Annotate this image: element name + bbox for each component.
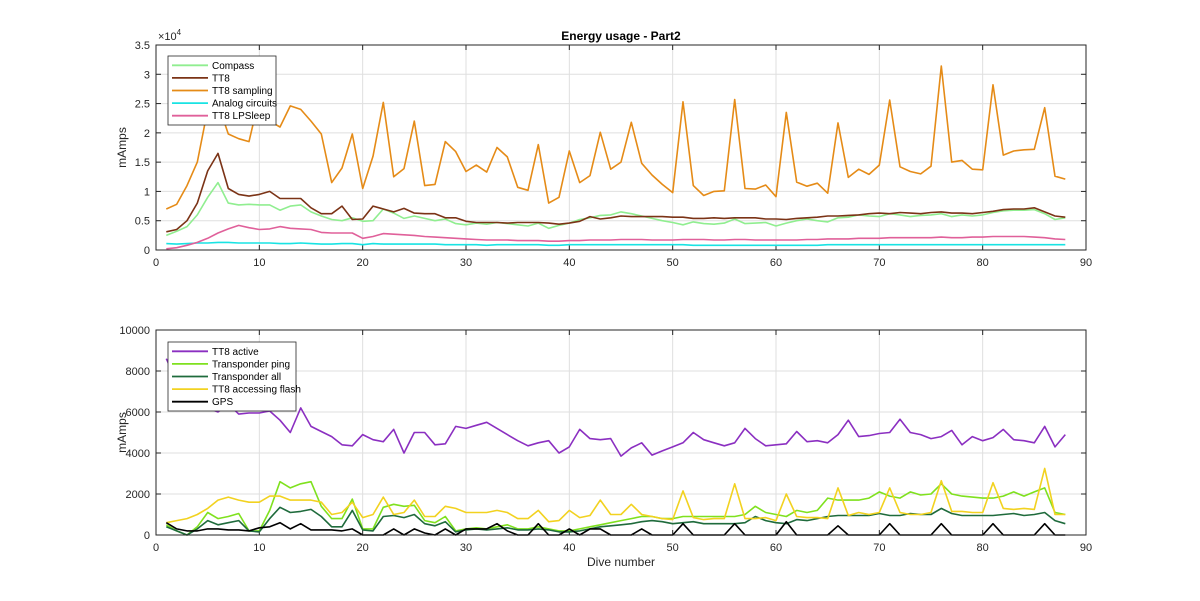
y-tick-label: 0.5 bbox=[135, 216, 150, 228]
y-tick-label: 8000 bbox=[126, 366, 150, 378]
series-line-transponder-ping bbox=[165, 480, 1066, 536]
x-tick-label: 10 bbox=[253, 542, 265, 554]
y-axis-label: mAmps bbox=[115, 127, 129, 168]
y-tick-label: 2000 bbox=[126, 489, 150, 501]
y-tick-label: 6000 bbox=[126, 407, 150, 419]
legend-entry: TT8 accessing flash bbox=[212, 385, 301, 396]
x-tick-label: 30 bbox=[460, 542, 472, 554]
y-tick-label: 0 bbox=[144, 530, 150, 542]
x-tick-label: 80 bbox=[977, 542, 989, 554]
bottom-subplot: 0 10 20 30 40 50 60 70 80 90 0 2000 4000 6000 8000 1000… bbox=[115, 325, 1092, 569]
y-tick-label: 3.5 bbox=[135, 40, 150, 52]
series-line-tt8-accessing-flash bbox=[166, 467, 1066, 524]
top-subplot: 0 10 20 30 40 50 60 70 80 90 0 0.5 1 1.5 2 2.5 3 3.5 mAmps… bbox=[115, 28, 1092, 269]
x-tick-label: 0 bbox=[153, 542, 159, 554]
series-line-tt8-sampling bbox=[165, 65, 1066, 210]
x-tick-label: 70 bbox=[873, 542, 885, 554]
x-tick-label: 60 bbox=[770, 257, 782, 269]
y-tick-label: 10000 bbox=[119, 325, 150, 337]
series-line-tt8-lpsleep bbox=[166, 224, 1066, 250]
legend-entry: Transponder ping bbox=[212, 359, 290, 370]
legend-entry: TT8 bbox=[212, 73, 230, 84]
series-line-tt8-active bbox=[165, 358, 1066, 457]
legend-entry: Compass bbox=[212, 61, 254, 72]
y-tick-label: 2 bbox=[144, 128, 150, 140]
x-tick-label: 20 bbox=[357, 257, 369, 269]
x-tick-label: 30 bbox=[460, 257, 472, 269]
series-line-analog-circuits bbox=[166, 241, 1066, 247]
x-tick-label: 80 bbox=[977, 257, 989, 269]
x-tick-label: 70 bbox=[873, 257, 885, 269]
y-axis-label: mAmps bbox=[115, 412, 129, 453]
x-tick-label: 90 bbox=[1080, 257, 1092, 269]
legend-entry: TT8 LPSleep bbox=[212, 111, 271, 122]
x-tick-label: 60 bbox=[770, 542, 782, 554]
axes-frame bbox=[155, 329, 1087, 536]
series-line-compass bbox=[166, 181, 1066, 237]
legend-entry: TT8 sampling bbox=[212, 86, 273, 97]
legend-entry: GPS bbox=[212, 397, 233, 408]
axes-frame bbox=[155, 44, 1087, 251]
y-tick-label: 0 bbox=[144, 245, 150, 257]
chart-title: Energy usage - Part2 bbox=[561, 29, 681, 43]
y-tick-label: 4000 bbox=[126, 448, 150, 460]
legend-entry: Transponder all bbox=[212, 372, 281, 383]
legend-entry: TT8 active bbox=[212, 347, 259, 358]
plot-area bbox=[156, 45, 1086, 250]
y-tick-label: 1 bbox=[144, 186, 150, 198]
x-tick-label: 20 bbox=[357, 542, 369, 554]
x-tick-label: 0 bbox=[153, 257, 159, 269]
x-tick-label: 40 bbox=[563, 542, 575, 554]
y-axis-exponent: ×104 bbox=[158, 28, 182, 43]
x-tick-label: 50 bbox=[667, 257, 679, 269]
x-tick-label: 40 bbox=[563, 257, 575, 269]
series-line-tt8 bbox=[166, 152, 1066, 233]
y-tick-label: 2.5 bbox=[135, 99, 150, 111]
x-axis-label: Dive number bbox=[587, 555, 655, 569]
y-tick-label: 3 bbox=[144, 69, 150, 81]
x-tick-label: 50 bbox=[667, 542, 679, 554]
legend-entry: Analog circuits bbox=[212, 99, 277, 110]
x-tick-label: 90 bbox=[1080, 542, 1092, 554]
x-tick-label: 10 bbox=[253, 257, 265, 269]
y-tick-label: 1.5 bbox=[135, 157, 150, 169]
